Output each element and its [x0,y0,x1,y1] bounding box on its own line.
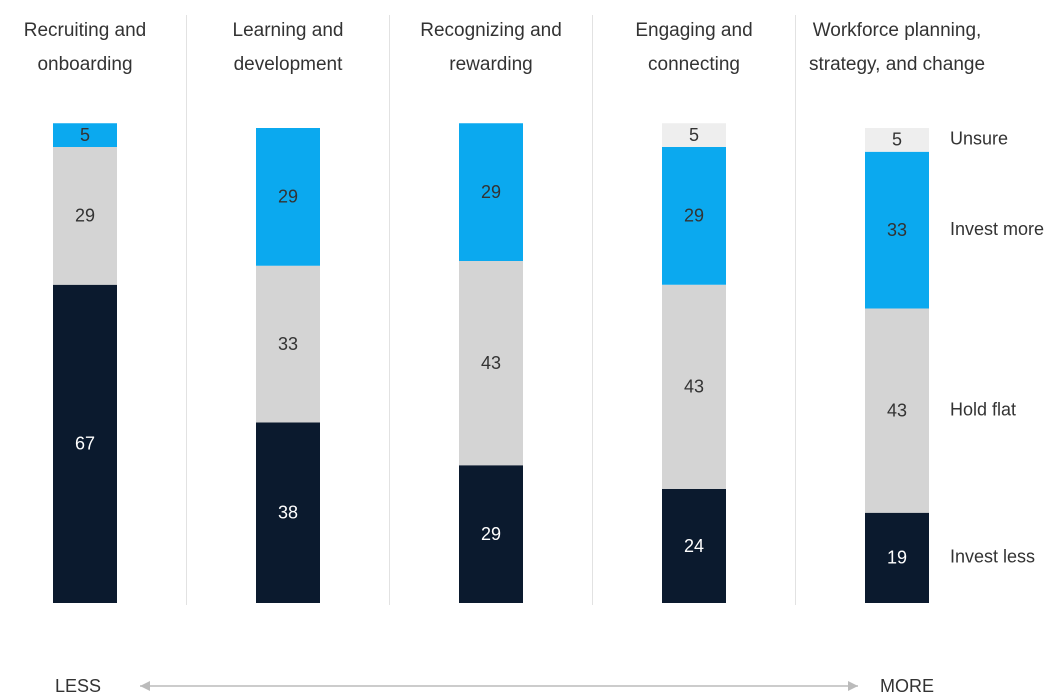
bar-segment [53,123,117,147]
value-label: 29 [684,206,704,226]
more-label: MORE [880,676,934,696]
legend-label: Hold flat [950,399,1016,419]
category-label: Recognizing and rewarding [420,20,562,75]
value-label: 38 [278,503,298,523]
value-label: 43 [684,377,704,397]
value-label: 33 [278,334,298,354]
legend-label: Invest more [950,219,1044,239]
bar-segment [662,123,726,147]
bar-segment [865,512,929,603]
bar-segment [459,261,523,466]
value-label: 19 [887,548,907,568]
category-label: Learning and development [232,20,344,75]
value-label: 29 [481,182,501,202]
bar-segment [662,284,726,489]
bar-segment [459,123,523,261]
value-label: 29 [481,524,501,544]
bar-segment [662,147,726,285]
bar-segment [865,128,929,152]
bar-segment [662,489,726,603]
bar-segment [256,128,320,266]
value-label: 43 [481,353,501,373]
value-label: 5 [892,130,902,150]
bar-segment [53,284,117,603]
bar-segment [53,147,117,285]
value-label: 43 [887,400,907,420]
value-label: 5 [689,125,699,145]
category-label: Recruiting and onboarding [23,20,147,75]
value-label: 67 [75,434,95,454]
legend-label: Invest less [950,547,1035,567]
legend-label: Unsure [950,129,1008,149]
value-label: 29 [278,187,298,207]
category-label: Workforce planning, strategy, and change [808,20,986,75]
category-label: Engaging and connecting [635,20,753,75]
bar-segment [256,265,320,423]
value-label: 29 [75,206,95,226]
bar-segment [459,465,523,603]
bar-segment [256,422,320,603]
value-label: 24 [684,536,704,556]
less-label: LESS [55,676,101,696]
value-label: 5 [80,125,90,145]
bar-segment [865,308,929,513]
value-label: 33 [887,220,907,240]
bar-segment [865,151,929,309]
